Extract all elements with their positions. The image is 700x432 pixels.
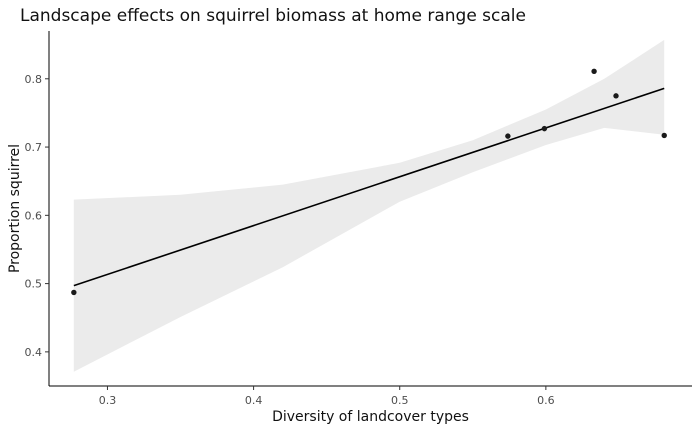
regression-line [73, 87, 665, 287]
confidence-band-layer [73, 39, 665, 372]
data-point [71, 289, 77, 296]
y-axis-title: Proportion squirrel [7, 144, 23, 273]
x-tick-label: 0.4 [245, 394, 263, 407]
data-point [505, 133, 511, 139]
data-point [661, 132, 667, 139]
data-point [613, 93, 619, 99]
y-tick-label: 0.5 [25, 278, 43, 291]
y-tick-label: 0.8 [25, 73, 43, 86]
y-tick-label: 0.4 [25, 346, 43, 359]
data-point [591, 68, 597, 74]
chart-title: Landscape effects on squirrel biomass at… [20, 6, 526, 26]
y-tick-label: 0.6 [25, 209, 43, 222]
x-tick-label: 0.6 [537, 394, 555, 407]
confidence-band [73, 39, 665, 372]
x-ticks: 0.3 0.4 0.5 0.6 [99, 386, 555, 407]
fit-line-layer [73, 87, 665, 287]
y-tick-label: 0.7 [25, 141, 43, 154]
x-axis-title: Diversity of landcover types [272, 409, 469, 425]
x-tick-label: 0.3 [99, 394, 117, 407]
y-ticks: 0.4 0.5 0.6 0.7 0.8 [25, 73, 49, 359]
points-layer [71, 68, 667, 296]
data-point [541, 125, 548, 132]
x-tick-label: 0.5 [391, 394, 409, 407]
